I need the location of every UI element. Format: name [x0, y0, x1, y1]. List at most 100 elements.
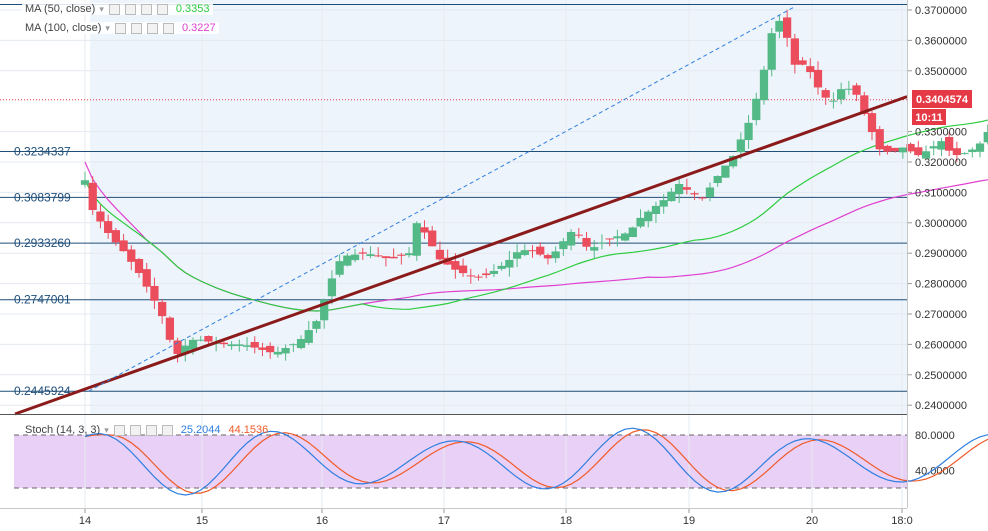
- candle-body: [790, 38, 799, 65]
- close-icon[interactable]: [162, 22, 174, 34]
- legend-ma50-value: 0.3353: [175, 3, 210, 15]
- y-tick-label: 0.3200000: [915, 157, 967, 169]
- candle-body: [775, 20, 784, 32]
- fib-level-label: 0.2445924: [14, 384, 71, 398]
- fib-level-label: 0.3083799: [14, 190, 71, 204]
- candle-body: [983, 131, 988, 143]
- candle-body: [783, 17, 792, 38]
- legend-ma50[interactable]: MA (50, close) ▾ 0.3353: [22, 3, 213, 15]
- x-tick-label: 16: [316, 515, 328, 527]
- candle-body: [512, 252, 522, 259]
- y-tick-label: 0.2800000: [915, 279, 967, 291]
- caret-down-icon[interactable]: ▾: [99, 3, 104, 14]
- candle-body: [420, 227, 429, 233]
- last-price-badge: 0.3404574 10:11: [912, 90, 972, 125]
- candle-body: [636, 217, 645, 227]
- gear-icon[interactable]: [129, 424, 141, 436]
- close-icon[interactable]: [156, 3, 168, 15]
- candle-body: [358, 252, 367, 254]
- candle-body: [312, 321, 321, 329]
- candle-body: [150, 285, 159, 301]
- candle-body: [821, 90, 830, 98]
- y-tick-label: 0.3100000: [915, 187, 967, 199]
- candle-body: [165, 317, 174, 340]
- candle-body: [721, 165, 730, 178]
- legend-stoch[interactable]: Stoch (14, 3, 3) ▾ 25.2044 44.1536: [22, 424, 271, 436]
- eye-icon[interactable]: [114, 22, 126, 34]
- candle-body: [921, 151, 931, 159]
- candle-body: [736, 139, 745, 153]
- candle-body: [867, 113, 877, 133]
- candle-body: [698, 197, 707, 199]
- legend-ma100-label: MA (100, close): [25, 22, 102, 34]
- candle-body: [281, 348, 290, 354]
- candle-body: [520, 250, 529, 255]
- candle-body: [196, 339, 205, 341]
- trend-line-support[interactable]: [14, 95, 908, 416]
- candle-body: [937, 141, 946, 150]
- candle-body: [713, 176, 722, 184]
- highlight-range: [90, 0, 907, 414]
- candle-body: [227, 344, 236, 347]
- candle-body: [883, 145, 892, 152]
- eye-icon[interactable]: [113, 424, 125, 436]
- candle-body: [813, 69, 823, 88]
- plus-icon[interactable]: [145, 424, 157, 436]
- eye-icon[interactable]: [108, 3, 120, 15]
- candle-body: [759, 69, 769, 101]
- candle-body: [597, 242, 607, 244]
- candle-body: [242, 345, 252, 347]
- candle-body: [96, 211, 105, 222]
- y-tick-label: 0.3500000: [915, 66, 967, 78]
- candle-body: [142, 269, 151, 287]
- y-tick-label: 0.2400000: [915, 400, 967, 412]
- fib-trend-line-dashed[interactable]: [88, 6, 795, 392]
- candle-body: [188, 339, 198, 350]
- x-tick-label: 20: [806, 515, 818, 527]
- plus-icon[interactable]: [146, 22, 158, 34]
- candle-body: [304, 330, 313, 343]
- candle-body: [127, 249, 136, 262]
- candle-body: [566, 231, 576, 246]
- candle-body: [798, 60, 807, 65]
- candle-body: [350, 254, 360, 261]
- candle-body: [651, 205, 661, 215]
- candle-body: [929, 146, 938, 149]
- candle-body: [497, 265, 506, 269]
- stoch-d-line: [84, 429, 988, 494]
- candle-body: [320, 299, 329, 321]
- candle-body: [104, 221, 113, 234]
- candle-body: [173, 340, 182, 354]
- legend-ma100[interactable]: MA (100, close) ▾ 0.3227: [22, 22, 219, 34]
- candle-body: [674, 183, 684, 195]
- candle-body: [289, 344, 298, 346]
- candle-body: [968, 149, 977, 153]
- candle-body: [852, 85, 861, 95]
- y-tick-label: 0.2600000: [915, 339, 967, 351]
- candle-body: [389, 256, 398, 259]
- stoch-tick-label: 80.0000: [915, 430, 955, 442]
- plus-icon[interactable]: [140, 3, 152, 15]
- caret-down-icon[interactable]: ▾: [105, 22, 110, 33]
- candle-body: [536, 246, 545, 255]
- candle-body: [551, 251, 560, 259]
- close-icon[interactable]: [161, 424, 173, 436]
- gear-icon[interactable]: [124, 3, 136, 15]
- candle-body: [945, 136, 954, 151]
- last-price-text: 0.3404574: [916, 94, 969, 106]
- caret-down-icon[interactable]: ▾: [104, 424, 109, 435]
- candle-body: [605, 238, 614, 240]
- gear-icon[interactable]: [130, 22, 142, 34]
- y-tick-label: 0.2700000: [915, 309, 967, 321]
- candle-body: [258, 347, 267, 350]
- candle-body: [458, 265, 468, 274]
- candle-body: [204, 335, 213, 342]
- candle-body: [837, 89, 846, 100]
- legend-ma100-value: 0.3227: [181, 22, 216, 34]
- candle-body: [412, 223, 421, 256]
- candle-body: [181, 345, 190, 354]
- candle-body: [752, 98, 761, 121]
- candle-body: [158, 301, 167, 317]
- y-tick-label: 0.2900000: [915, 248, 967, 260]
